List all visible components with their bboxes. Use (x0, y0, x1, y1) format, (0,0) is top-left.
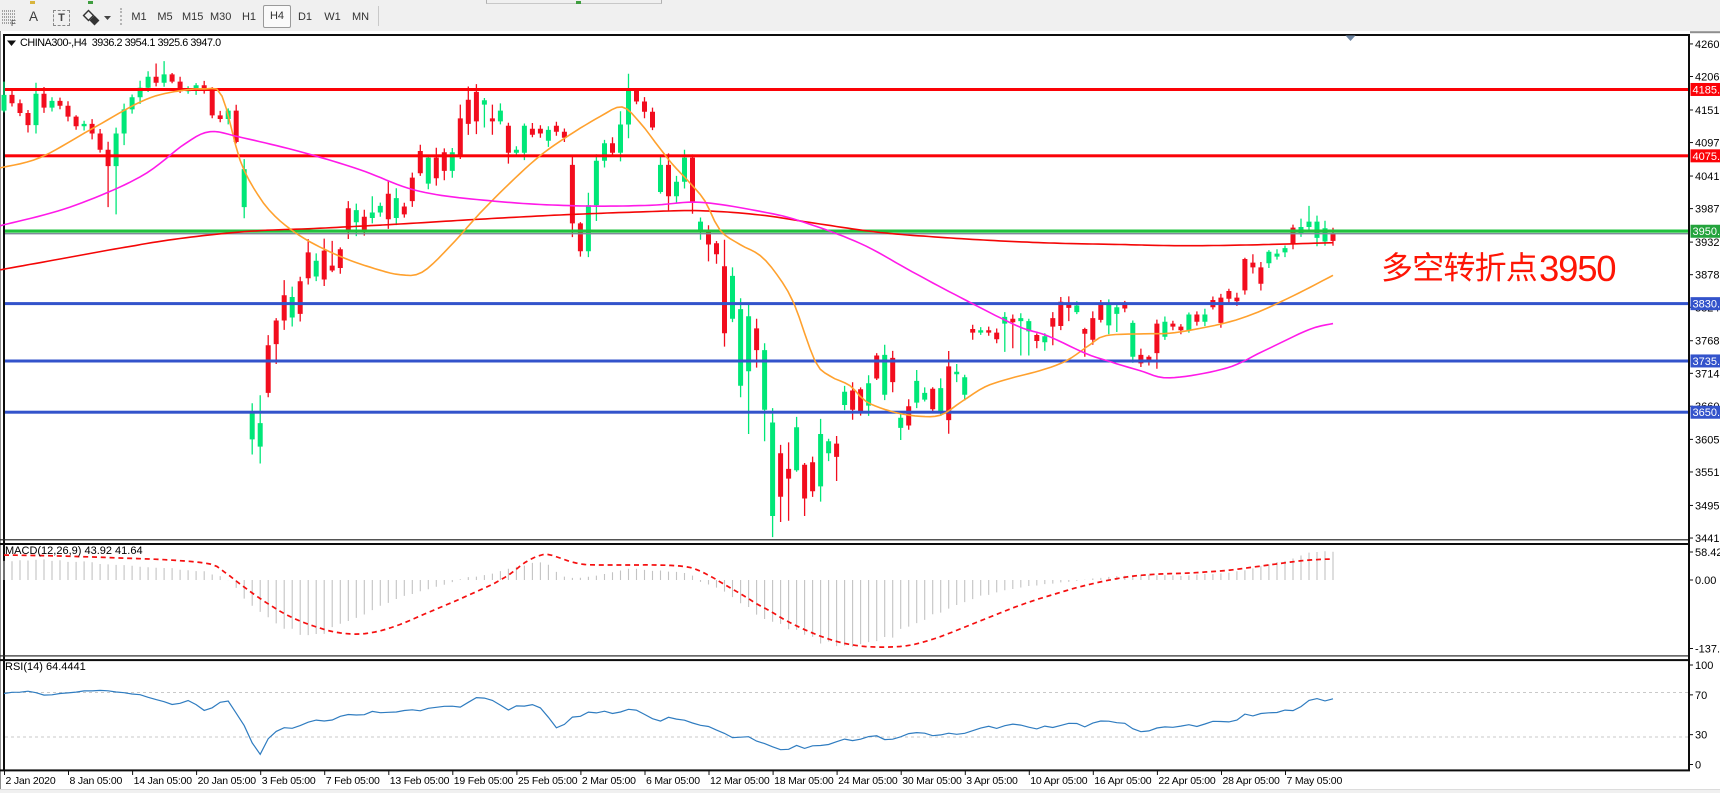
svg-text:3950.0: 3950.0 (1693, 226, 1720, 238)
svg-text:0: 0 (1695, 760, 1701, 772)
svg-text:3441.5: 3441.5 (1695, 533, 1720, 545)
svg-text:24 Mar 05:00: 24 Mar 05:00 (838, 775, 898, 787)
svg-text:3551.0: 3551.0 (1695, 467, 1720, 479)
svg-text:25 Feb 05:00: 25 Feb 05:00 (518, 775, 578, 787)
svg-text:30 Mar 05:00: 30 Mar 05:00 (902, 775, 962, 787)
svg-text:4097.0: 4097.0 (1695, 138, 1720, 150)
svg-text:70: 70 (1695, 690, 1707, 702)
svg-text:3830.0: 3830.0 (1693, 299, 1720, 311)
svg-text:100: 100 (1695, 660, 1713, 672)
svg-text:4041.5: 4041.5 (1695, 171, 1720, 183)
svg-text:19 Feb 05:00: 19 Feb 05:00 (454, 775, 514, 787)
svg-text:4075.0: 4075.0 (1693, 151, 1720, 163)
svg-text:28 Apr 05:00: 28 Apr 05:00 (1223, 775, 1281, 787)
svg-text:3 Feb 05:00: 3 Feb 05:00 (262, 775, 316, 787)
svg-text:3714.5: 3714.5 (1695, 368, 1720, 380)
svg-text:CHINA300-,H4 3936.2 3954.1 39: CHINA300-,H4 3936.2 3954.1 3925.6 3947.0 (20, 37, 221, 49)
svg-text:0.00: 0.00 (1695, 575, 1716, 587)
svg-text:3735.0: 3735.0 (1693, 356, 1720, 368)
svg-text:12 Mar 05:00: 12 Mar 05:00 (710, 775, 770, 787)
svg-text:6 Mar 05:00: 6 Mar 05:00 (646, 775, 700, 787)
svg-text:3950: 3950 (1539, 248, 1615, 289)
svg-text:16 Apr 05:00: 16 Apr 05:00 (1094, 775, 1152, 787)
svg-text:13 Feb 05:00: 13 Feb 05:00 (390, 775, 450, 787)
svg-text:RSI(14) 64.4441: RSI(14) 64.4441 (5, 661, 86, 673)
svg-text:3 Apr 05:00: 3 Apr 05:00 (966, 775, 1018, 787)
svg-text:4260.5: 4260.5 (1695, 39, 1720, 51)
svg-text:7 Feb 05:00: 7 Feb 05:00 (326, 775, 380, 787)
svg-text:3650.0: 3650.0 (1693, 407, 1720, 419)
svg-text:2 Mar 05:00: 2 Mar 05:00 (582, 775, 636, 787)
svg-text:3495.5: 3495.5 (1695, 500, 1720, 512)
svg-text:3878.0: 3878.0 (1695, 270, 1720, 282)
svg-text:4206.5: 4206.5 (1695, 72, 1720, 84)
svg-text:8 Jan 05:00: 8 Jan 05:00 (70, 775, 123, 787)
svg-text:F: F (11, 19, 16, 27)
svg-text:10 Apr 05:00: 10 Apr 05:00 (1030, 775, 1088, 787)
svg-text:20 Jan 05:00: 20 Jan 05:00 (198, 775, 257, 787)
svg-text:14 Jan 05:00: 14 Jan 05:00 (134, 775, 193, 787)
svg-text:4185.0: 4185.0 (1693, 84, 1720, 96)
svg-text:30: 30 (1695, 730, 1707, 742)
svg-text:3768.5: 3768.5 (1695, 336, 1720, 348)
svg-text:3987.5: 3987.5 (1695, 204, 1720, 216)
svg-text:2 Jan 2020: 2 Jan 2020 (6, 775, 56, 787)
svg-text:4151.0: 4151.0 (1695, 105, 1720, 117)
svg-text:3605.0: 3605.0 (1695, 434, 1720, 446)
svg-text:7 May 05:00: 7 May 05:00 (1287, 775, 1343, 787)
svg-text:-137.0: -137.0 (1695, 644, 1720, 656)
svg-text:22 Apr 05:00: 22 Apr 05:00 (1158, 775, 1216, 787)
svg-text:MACD(12,26,9) 43.92 41.64: MACD(12,26,9) 43.92 41.64 (5, 545, 143, 557)
svg-text:18 Mar 05:00: 18 Mar 05:00 (774, 775, 834, 787)
svg-text:3932.0: 3932.0 (1695, 237, 1720, 249)
svg-text:58.42: 58.42 (1695, 547, 1720, 559)
